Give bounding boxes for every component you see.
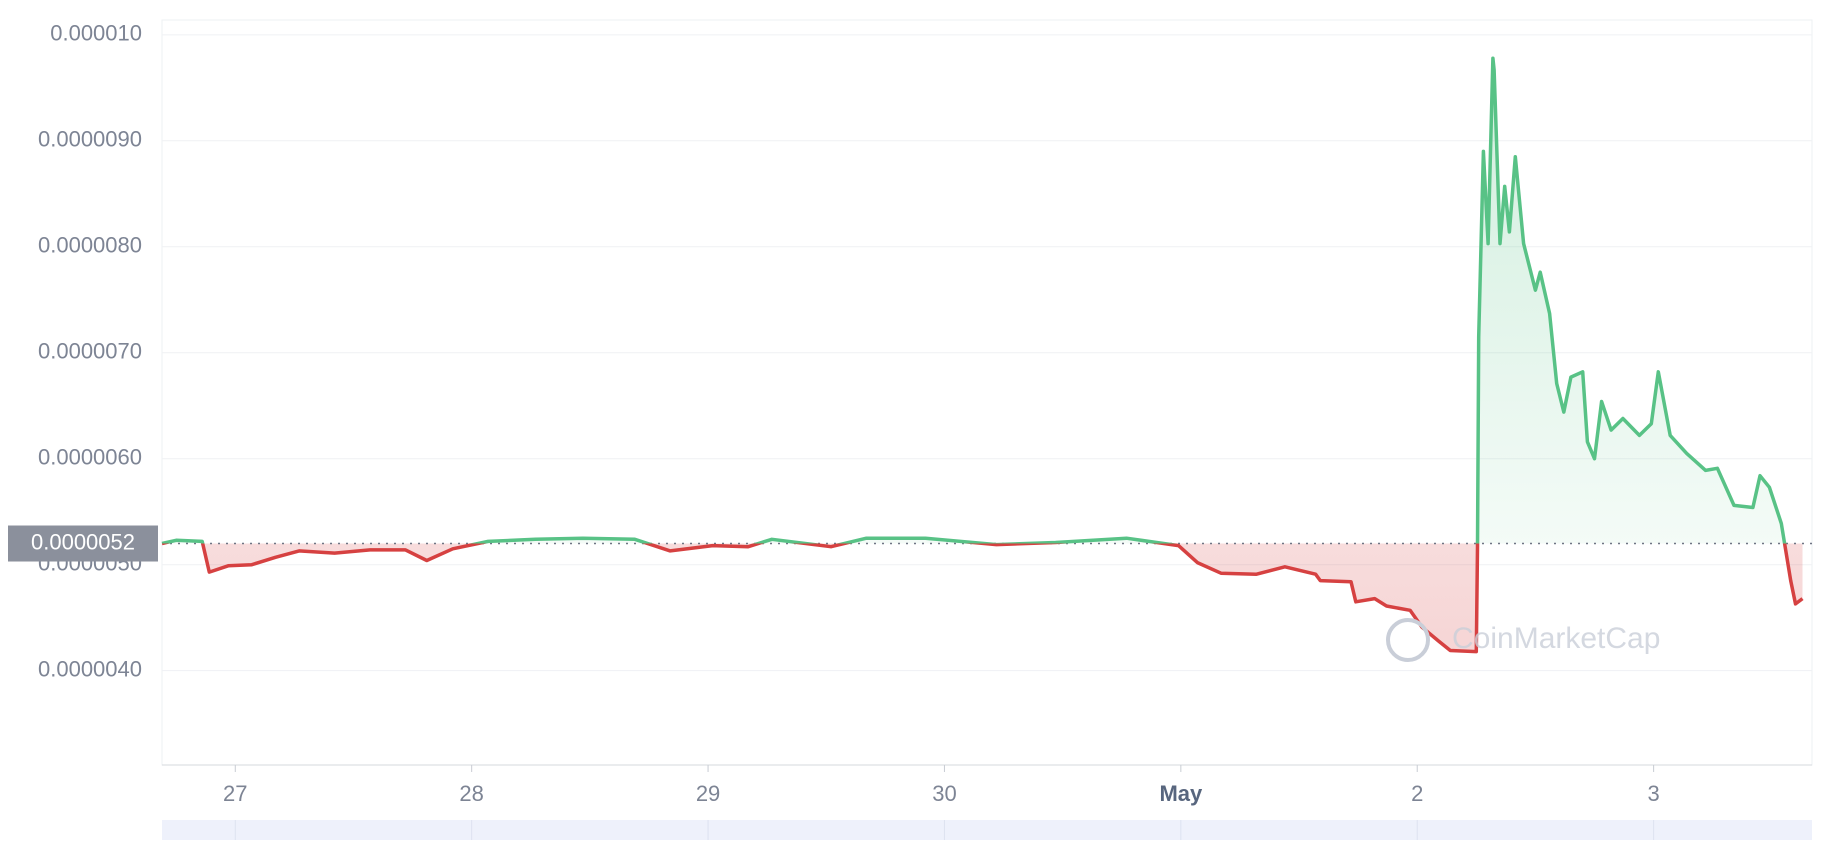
area-above xyxy=(162,58,1803,544)
x-tick-label: 3 xyxy=(1647,781,1659,806)
x-tick-label: May xyxy=(1159,781,1203,806)
price-line-above xyxy=(161,56,1787,544)
y-tick-label: 0.0000040 xyxy=(38,656,142,681)
x-tick-label: 2 xyxy=(1411,781,1423,806)
y-tick-label: 0.0000070 xyxy=(38,339,142,364)
watermark: CoinMarketCap xyxy=(1452,622,1660,655)
x-tick-label: 27 xyxy=(223,781,247,806)
x-tick-label: 30 xyxy=(932,781,956,806)
x-tick-label: 29 xyxy=(696,781,720,806)
y-tick-label: 0.0000060 xyxy=(38,445,142,470)
y-tick-label: 0.0000090 xyxy=(38,127,142,152)
area-below xyxy=(202,543,1803,652)
watermark-logo xyxy=(1386,618,1430,662)
y-tick-label: 0.0000080 xyxy=(38,233,142,258)
price-line-below xyxy=(162,543,1804,654)
y-tick-label: 0.000010 xyxy=(50,21,142,46)
x-tick-label: 28 xyxy=(459,781,483,806)
baseline-label-box xyxy=(8,525,158,562)
baseline-label: 0.0000052 xyxy=(31,529,135,554)
navigator[interactable] xyxy=(162,820,1812,840)
